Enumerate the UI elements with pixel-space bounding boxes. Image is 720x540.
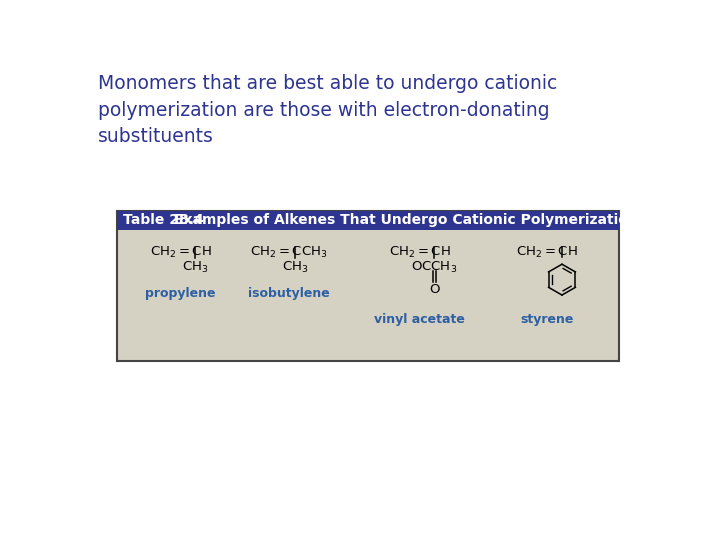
Text: styrene: styrene bbox=[521, 313, 574, 326]
Text: isobutylene: isobutylene bbox=[248, 287, 330, 300]
Text: vinyl acetate: vinyl acetate bbox=[374, 313, 465, 326]
Text: $\mathregular{CH_3}$: $\mathregular{CH_3}$ bbox=[182, 260, 209, 275]
Bar bbox=[117, 211, 619, 361]
Text: O: O bbox=[429, 284, 439, 296]
Text: $\mathregular{CH_2{=}CH}$: $\mathregular{CH_2{=}CH}$ bbox=[516, 245, 578, 260]
Text: Examples of Alkenes That Undergo Cationic Polymerization: Examples of Alkenes That Undergo Cationi… bbox=[174, 213, 637, 227]
Text: $\mathregular{CH_2{=}CCH_3}$: $\mathregular{CH_2{=}CCH_3}$ bbox=[251, 245, 328, 260]
Text: $\mathregular{CH_2{=}CH}$: $\mathregular{CH_2{=}CH}$ bbox=[150, 245, 212, 260]
Text: $\mathregular{CH_2{=}CH}$: $\mathregular{CH_2{=}CH}$ bbox=[389, 245, 450, 260]
Text: Monomers that are best able to undergo cationic
polymerization are those with el: Monomers that are best able to undergo c… bbox=[98, 74, 557, 146]
Bar bbox=[117, 211, 619, 230]
Text: Table 28.4: Table 28.4 bbox=[123, 213, 204, 227]
Text: $\mathregular{CH_3}$: $\mathregular{CH_3}$ bbox=[282, 260, 309, 275]
Text: $\mathregular{OCCH_3}$: $\mathregular{OCCH_3}$ bbox=[411, 260, 457, 275]
Text: propylene: propylene bbox=[145, 287, 216, 300]
